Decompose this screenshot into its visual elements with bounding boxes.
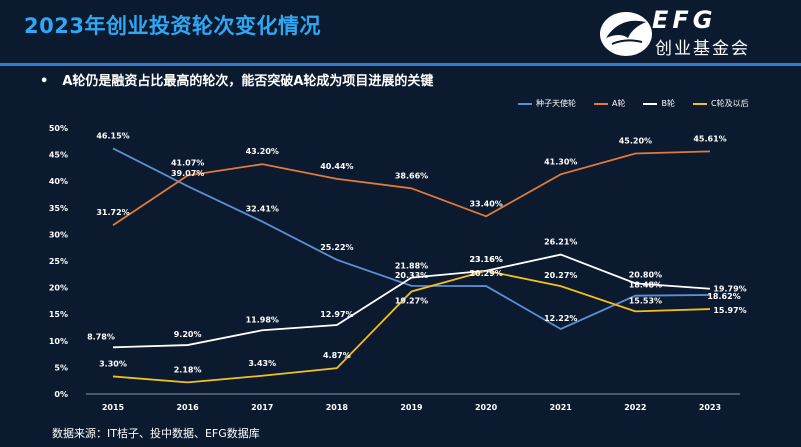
data-label: 43.20% xyxy=(246,147,279,156)
legend-item: A轮 xyxy=(594,98,625,109)
series-line xyxy=(112,150,711,226)
title-divider xyxy=(0,63,801,66)
data-label: 41.07% xyxy=(171,159,204,168)
data-label: 12.97% xyxy=(320,310,353,319)
legend-item: B轮 xyxy=(643,98,675,109)
efg-logo xyxy=(600,12,652,56)
y-tick-label: 40% xyxy=(49,177,68,186)
x-tick-label: 2016 xyxy=(176,403,199,412)
legend-label: A轮 xyxy=(612,99,626,108)
y-tick-label: 30% xyxy=(49,230,68,239)
data-label: 12.22% xyxy=(544,314,577,323)
y-tick-label: 50% xyxy=(49,124,68,133)
x-tick-label: 2023 xyxy=(699,403,721,412)
legend-label: B轮 xyxy=(661,99,675,108)
x-tick-label: 2017 xyxy=(251,403,273,412)
data-label: 40.44% xyxy=(320,162,353,171)
data-label: 3.30% xyxy=(99,359,127,368)
data-label: 15.53% xyxy=(629,296,662,305)
x-tick-label: 2022 xyxy=(624,403,646,412)
data-label: 21.88% xyxy=(395,262,428,271)
x-tick-label: 2019 xyxy=(400,403,423,412)
y-tick-label: 0% xyxy=(54,390,68,399)
legend-label: 种子天使轮 xyxy=(536,99,576,108)
page-title: 2023年创业投资轮次变化情况 xyxy=(24,14,321,38)
data-label: 46.15% xyxy=(96,131,129,140)
data-label: 11.98% xyxy=(246,315,279,324)
legend-swatch xyxy=(643,102,658,105)
legend-swatch xyxy=(692,102,707,105)
data-label: 2.18% xyxy=(174,365,202,374)
data-label: 15.97% xyxy=(713,306,746,315)
data-label: 19.79% xyxy=(713,285,746,294)
y-tick-label: 45% xyxy=(49,151,68,160)
data-label: 20.27% xyxy=(544,271,577,280)
data-label: 8.78% xyxy=(87,332,115,341)
y-tick-label: 35% xyxy=(49,204,68,213)
data-label: 20.29% xyxy=(469,269,502,278)
data-label: 23.16% xyxy=(469,255,502,264)
x-tick-label: 2020 xyxy=(475,403,498,412)
series-line xyxy=(112,147,711,330)
data-label: 38.66% xyxy=(395,171,428,180)
data-source: 数据来源：IT桔子、投中数据、EFG数据库 xyxy=(52,427,260,440)
series-line xyxy=(112,253,711,349)
y-tick-label: 15% xyxy=(49,310,68,319)
legend-item: C轮及以后 xyxy=(692,98,749,109)
x-tick-label: 2018 xyxy=(326,403,349,412)
legend-swatch xyxy=(518,102,532,105)
bullet-dot: • xyxy=(40,74,49,89)
data-label: 25.22% xyxy=(320,243,353,252)
legend-item: 种子天使轮 xyxy=(518,98,576,109)
data-label: 4.87% xyxy=(323,351,351,360)
y-tick-label: 10% xyxy=(49,337,68,346)
data-label: 26.21% xyxy=(544,238,577,247)
series-line xyxy=(112,269,711,384)
data-label: 23.16% xyxy=(469,255,502,264)
data-label: 39.07% xyxy=(171,169,204,178)
data-label: 32.41% xyxy=(246,205,279,214)
key-point-text: A轮仍是融资占比最高的轮次，能否突破A轮成为项目进展的关键 xyxy=(62,74,434,89)
data-label: 3.43% xyxy=(248,359,276,368)
logo-text-en: EFG xyxy=(652,6,717,34)
data-label: 20.80% xyxy=(629,270,662,279)
data-label: 41.30% xyxy=(544,157,577,166)
data-label: 45.61% xyxy=(693,134,726,143)
data-label: 45.20% xyxy=(619,137,652,146)
x-tick-label: 2021 xyxy=(550,403,573,412)
data-label: 20.33% xyxy=(395,271,428,280)
x-tick-label: 2015 xyxy=(102,403,125,412)
y-tick-label: 25% xyxy=(49,257,68,266)
data-label: 19.27% xyxy=(395,296,428,305)
y-tick-label: 5% xyxy=(54,363,68,372)
data-label: 18.48% xyxy=(629,281,662,290)
logo-text-cn: 创业基金会 xyxy=(655,39,750,59)
data-label: 9.20% xyxy=(174,330,202,339)
y-tick-label: 20% xyxy=(49,284,68,293)
data-label: 18.62% xyxy=(707,292,740,301)
legend-label: C轮及以后 xyxy=(710,99,749,108)
chart-legend: 种子天使轮 A轮 B轮 C轮及以后 xyxy=(518,98,767,109)
key-point: • A轮仍是融资占比最高的轮次，能否突破A轮成为项目进展的关键 xyxy=(40,70,433,89)
data-label: 33.40% xyxy=(469,199,502,208)
data-label: 31.72% xyxy=(96,208,129,217)
legend-swatch xyxy=(594,102,608,105)
